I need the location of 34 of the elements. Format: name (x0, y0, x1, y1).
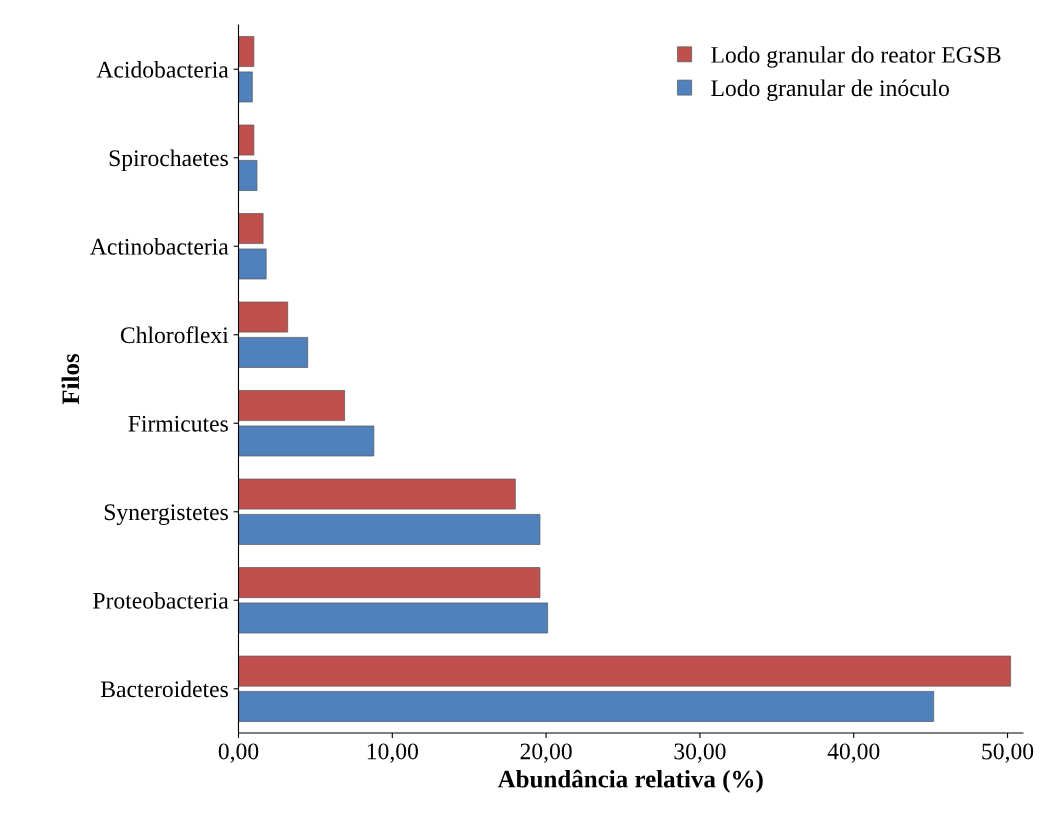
bar (238, 124, 255, 156)
y-tick-label: Chloroflexi (120, 326, 229, 344)
bar (238, 390, 345, 421)
bar (238, 71, 253, 103)
bar (238, 514, 541, 545)
bar (238, 425, 375, 457)
bar (238, 567, 541, 598)
x-tick-label: 40,00 (827, 743, 880, 763)
x-tick-label: 10,00 (367, 743, 418, 763)
y-tick-label: Proteobacteria (93, 592, 229, 609)
y-tick-label: Firmicutes (128, 415, 228, 432)
y-axis-title: Filos (61, 353, 80, 405)
legend-label: Lodo granular de inóculo (711, 79, 949, 102)
x-tick-label: 30,00 (674, 743, 726, 763)
bar (238, 36, 255, 67)
bar (238, 301, 289, 333)
y-tick-label: Synergistetes (104, 504, 228, 526)
bar (238, 337, 309, 368)
x-tick-label: 20,00 (520, 743, 572, 763)
y-tick-label: Spirochaetes (109, 149, 228, 171)
bar (238, 602, 548, 634)
bar (238, 655, 1011, 687)
bar (238, 478, 516, 510)
x-tick-label: 0,00 (218, 743, 259, 763)
y-tick-label: Actinobacteria (90, 238, 229, 255)
y-tick-label: Acidobacteria (96, 61, 229, 78)
legend-label: Lodo granular do reator EGSB (711, 46, 1001, 68)
y-tick-label: Bacteroidetes (100, 680, 228, 698)
bar (238, 213, 264, 244)
x-axis-title: Abundância relativa (%) (497, 769, 763, 793)
bar (238, 691, 935, 722)
x-tick-label: 50,00 (982, 743, 1034, 763)
bar (238, 248, 267, 280)
bar (238, 160, 258, 191)
